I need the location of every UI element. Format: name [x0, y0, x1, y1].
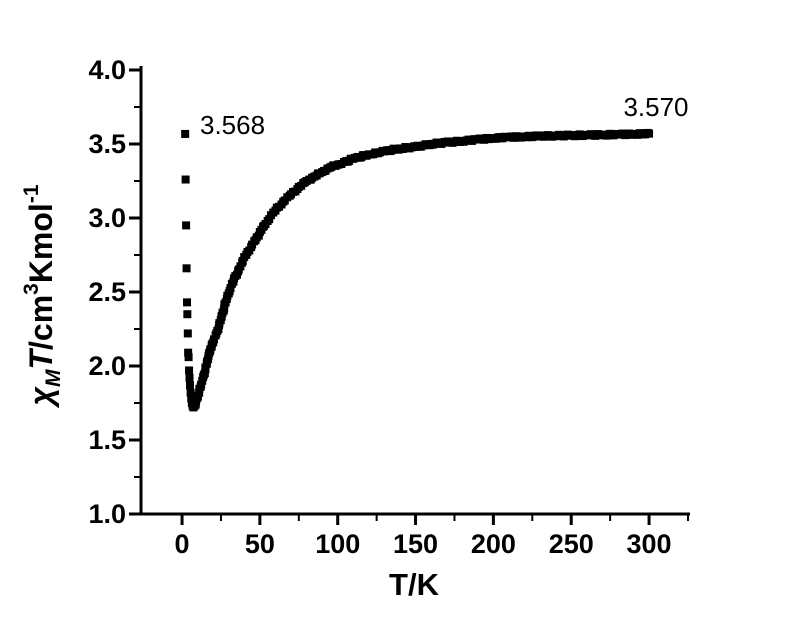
x-tick-label: 300 [627, 529, 672, 559]
y-tick-label: 3.0 [88, 203, 126, 233]
data-point-marker [226, 284, 235, 293]
x-tick-label: 100 [315, 529, 360, 559]
y-axis-title-part: χ [23, 386, 59, 409]
y-axis-title-part: 3 [20, 283, 43, 295]
data-point-marker [185, 373, 194, 382]
data-point-marker [183, 310, 192, 319]
data-point-marker [184, 353, 193, 362]
data-point-marker [183, 329, 192, 338]
value-annotation: 3.568 [200, 110, 265, 140]
x-tick-label: 150 [393, 529, 438, 559]
y-tick-label: 1.5 [88, 425, 126, 455]
tick-labels: 0 50 100 150 200 250 300 1.0 1.5 2.0 2.5 3.0 3.5 4.0 [88, 55, 671, 559]
data-point-marker [186, 388, 195, 397]
y-axis-title-part: /cm [23, 295, 59, 350]
data-point-marker [185, 366, 194, 375]
data-point-marker [645, 129, 654, 138]
axis-spines [138, 66, 690, 516]
data-point-marker [182, 264, 191, 273]
y-tick-label: 2.0 [88, 351, 126, 381]
x-axis-title: T/K [389, 567, 440, 602]
data-point-marker [183, 298, 192, 307]
y-tick-label: 4.0 [88, 55, 126, 85]
data-point-marker [187, 394, 196, 403]
y-tick-label: 2.5 [88, 277, 126, 307]
y-axis-title-part: -1 [20, 184, 43, 203]
y-tick-label: 3.5 [88, 129, 126, 159]
text-layer: 3.568 3.570 T/K χMT/cm3Kmol-1 [20, 92, 689, 602]
y-axis-title-part: Kmol [23, 203, 59, 283]
y-axis-title-part: T [23, 348, 59, 370]
y-tick-label: 1.0 [88, 499, 126, 529]
x-tick-label: 200 [471, 529, 516, 559]
value-annotation: 3.570 [623, 92, 688, 122]
data-point-marker [185, 381, 194, 390]
x-tick-label: 250 [549, 529, 594, 559]
data-point-marker [182, 221, 191, 230]
y-axis-title: χMT/cm3Kmol-1 [20, 184, 65, 408]
data-point-marker [181, 129, 190, 138]
data-point-marker [181, 175, 190, 184]
y-axis-title-part: M [42, 369, 65, 387]
x-tick-label: 50 [245, 529, 275, 559]
data-point-marker [184, 348, 193, 357]
data-series [181, 128, 654, 412]
x-tick-label: 0 [175, 529, 190, 559]
